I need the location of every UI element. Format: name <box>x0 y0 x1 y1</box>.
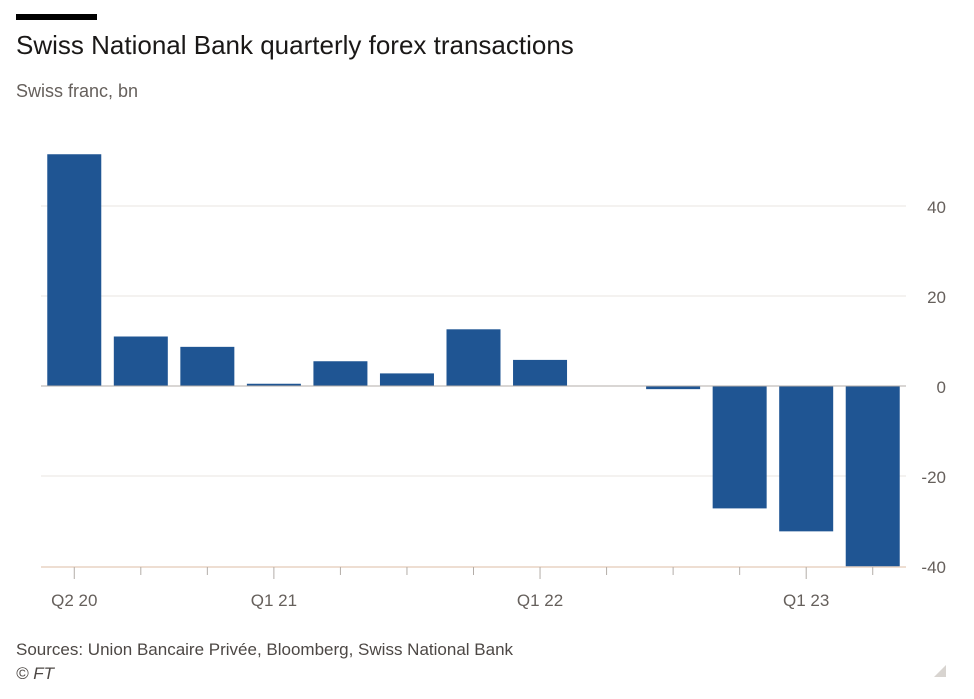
bar <box>712 386 767 509</box>
y-tick-label: 40 <box>927 198 946 217</box>
bar <box>313 361 368 386</box>
bar <box>845 386 900 567</box>
bar <box>379 373 434 386</box>
x-tick-label: Q2 20 <box>51 591 97 610</box>
x-tick-label: Q1 21 <box>251 591 297 610</box>
y-tick-label: 20 <box>927 288 946 307</box>
resize-corner-icon <box>934 665 946 677</box>
y-tick-label: 0 <box>937 378 946 397</box>
top-rule <box>16 14 97 20</box>
bar <box>113 336 168 386</box>
source-note: Sources: Union Bancaire Privée, Bloomber… <box>16 640 514 659</box>
bar <box>513 359 568 386</box>
bar <box>646 386 701 390</box>
x-tick-label: Q1 23 <box>783 591 829 610</box>
copyright-credit: © FT <box>16 664 55 683</box>
y-tick-label: -20 <box>921 468 946 487</box>
bar <box>47 154 102 386</box>
chart-title: Swiss National Bank quarterly forex tran… <box>16 30 574 60</box>
bar <box>446 329 501 386</box>
bar <box>779 386 834 532</box>
y-tick-label: -40 <box>921 558 946 577</box>
bar <box>180 346 235 386</box>
x-tick-label: Q1 22 <box>517 591 563 610</box>
chart-subtitle: Swiss franc, bn <box>16 81 139 101</box>
bar <box>246 383 301 386</box>
